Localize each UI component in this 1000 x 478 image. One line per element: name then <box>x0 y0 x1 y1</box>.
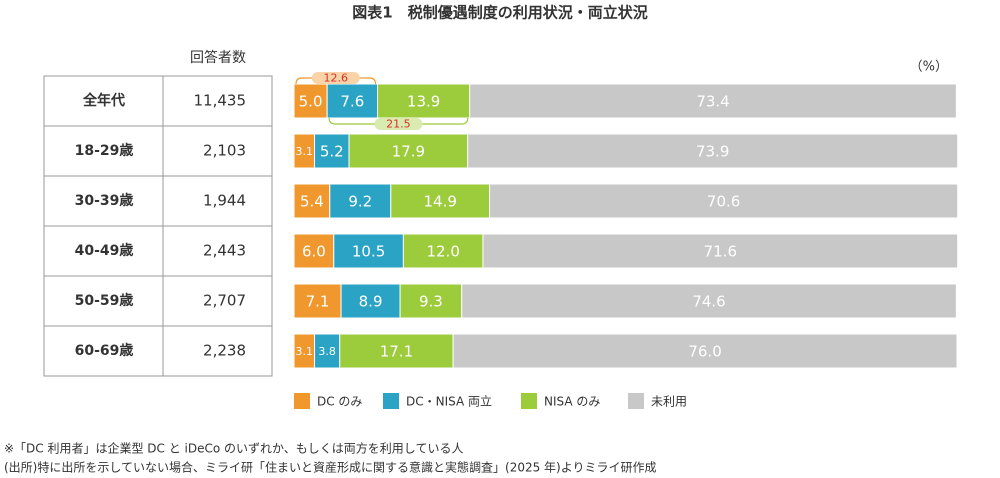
category-label: 30-39歳 <box>75 192 134 209</box>
legend-label: DC のみ <box>317 395 362 409</box>
value-label: 71.6 <box>704 243 737 261</box>
value-label: 76.0 <box>688 343 721 361</box>
category-label: 18-29歳 <box>75 142 134 159</box>
value-label: 17.1 <box>380 343 413 361</box>
bar-segment <box>339 333 454 369</box>
bar-segment <box>461 283 957 319</box>
chart-title: 図表1 税制優遇制度の利用状況・両立状況 <box>352 4 647 22</box>
legend-swatch <box>294 393 310 409</box>
value-label: 17.9 <box>392 143 425 161</box>
bar-segment <box>489 183 959 219</box>
bar-segment <box>399 283 463 319</box>
respondent-count: 11,435 <box>194 92 247 110</box>
category-label: 50-59歳 <box>75 292 134 309</box>
table-header: 回答者数 <box>190 49 246 66</box>
bar-segment <box>293 183 331 219</box>
value-label: 74.6 <box>692 293 725 311</box>
respondent-count: 2,443 <box>203 242 246 260</box>
bar-segment <box>482 233 959 269</box>
legend-label: DC・NISA 両立 <box>406 394 492 409</box>
legend-swatch <box>628 393 644 409</box>
bar-segment <box>340 283 401 319</box>
bar-segment <box>467 133 959 169</box>
bar-segment <box>314 333 341 369</box>
bar-segment <box>348 133 469 169</box>
value-label: 8.9 <box>359 293 383 311</box>
bar-segment <box>293 283 342 319</box>
bar-segment <box>329 183 392 219</box>
category-label: 全年代 <box>82 92 125 109</box>
footnote: ※「DC 利用者」は企業型 DC と iDeCo のいずれか、もしくは両方を利用… <box>4 441 463 456</box>
value-label: 3.1 <box>296 345 314 358</box>
value-label: 73.9 <box>696 143 729 161</box>
bar-segment <box>469 83 957 119</box>
value-label: 5.0 <box>299 93 323 111</box>
respondent-count: 2,707 <box>203 292 246 310</box>
footnote: (出所)特に出所を示していない場合、ミライ研「住まいと資産形成に関する意識と実態… <box>4 460 657 475</box>
value-label: 10.5 <box>352 243 385 261</box>
value-label: 70.6 <box>707 193 740 211</box>
value-label: 73.4 <box>696 93 729 111</box>
value-label: 14.9 <box>423 193 456 211</box>
value-label: 3.1 <box>296 145 314 158</box>
respondent-count: 1,944 <box>203 192 246 210</box>
respondent-count: 2,238 <box>203 342 246 360</box>
annotation-pill <box>374 118 423 130</box>
legend-swatch <box>521 393 537 409</box>
legend-label: 未利用 <box>651 395 687 409</box>
value-label: 5.2 <box>320 143 344 161</box>
value-label: 12.0 <box>426 243 459 261</box>
bar-segment <box>377 83 471 119</box>
value-label: 13.9 <box>407 93 440 111</box>
legend-swatch <box>383 393 399 409</box>
annotation-label: 21.5 <box>386 118 411 131</box>
bar-segment <box>390 183 491 219</box>
annotation-label: 12.6 <box>324 72 349 85</box>
value-label: 6.0 <box>302 243 326 261</box>
value-label: 9.3 <box>419 293 443 311</box>
unit-label: （%） <box>910 60 948 75</box>
bar-segment <box>314 133 350 169</box>
bar-segment <box>452 333 958 369</box>
value-label: 7.1 <box>306 293 330 311</box>
bar-segment <box>293 233 335 269</box>
value-label: 7.6 <box>340 93 364 111</box>
legend-label: NISA のみ <box>544 395 600 409</box>
value-label: 3.8 <box>318 345 336 358</box>
annotation-pill <box>311 72 360 84</box>
category-label: 40-49歳 <box>75 242 134 259</box>
category-label: 60-69歳 <box>75 342 134 359</box>
bar-segment <box>293 83 328 119</box>
value-label: 5.4 <box>300 193 324 211</box>
value-label: 9.2 <box>348 193 372 211</box>
respondent-count: 2,103 <box>203 142 246 160</box>
bar-segment <box>333 233 404 269</box>
